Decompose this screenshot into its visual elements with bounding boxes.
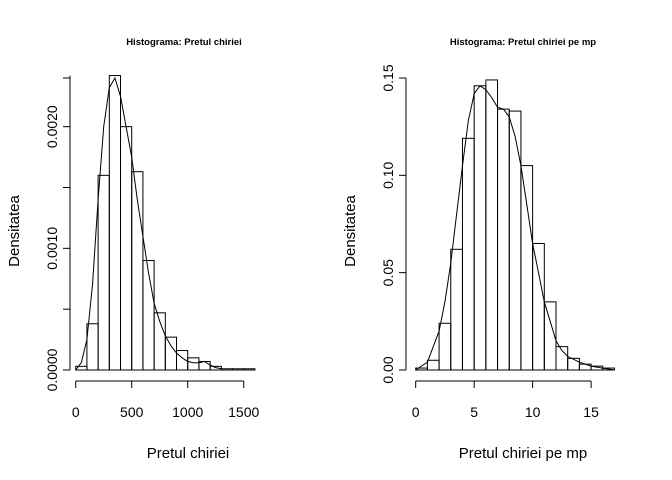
histogram-bar (187, 357, 200, 371)
histogram-bar (473, 85, 487, 371)
y-tick-label: 0.15 (380, 64, 396, 91)
histogram-bar (497, 108, 510, 371)
histogram-pretul-chiriei: Histograma: Pretul chiriei Pretul chirie… (6, 37, 260, 462)
histogram-bar (438, 322, 452, 371)
histogram-bar (567, 357, 580, 371)
x-axis-label: Pretul chiriei (147, 445, 230, 462)
histogram-bar (485, 79, 499, 371)
histogram-bar (164, 336, 178, 371)
y-tick-label: 0.0010 (44, 227, 60, 270)
x-tick-label: 0 (72, 404, 80, 420)
histogram-bar (108, 75, 122, 371)
histogram-pretul-chiriei-pe-mp: Histograma: Pretul chiriei pe mp Pretul … (342, 37, 615, 462)
histogram-bar (232, 368, 245, 371)
histogram-bar (461, 137, 475, 371)
histogram-bar (543, 301, 557, 371)
y-axis-label: Densitatea (342, 194, 359, 266)
histogram-bar (532, 242, 545, 371)
x-axis-label: Pretul chiriei pe mp (459, 445, 587, 462)
y-tick-label: 0.0000 (44, 348, 60, 391)
x-tick-label: 0 (412, 404, 420, 420)
histogram-bar (243, 368, 256, 371)
x-tick-label: 500 (120, 404, 144, 420)
histogram-bar (220, 368, 234, 371)
y-axis-label: Densitatea (6, 194, 23, 266)
chart-title: Histograma: Pretul chiriei pe mp (450, 37, 596, 48)
histogram-bar (97, 174, 110, 371)
histogram-bar (508, 110, 522, 371)
density-line (75, 76, 222, 371)
y-tick-label: 0.00 (380, 356, 396, 383)
x-tick-label: 10 (525, 404, 541, 420)
histogram-bar (120, 126, 133, 371)
histogram-bar (142, 260, 155, 371)
histogram-bar (209, 365, 222, 371)
x-tick-label: 1000 (172, 404, 203, 420)
y-tick-label: 0.10 (380, 161, 396, 188)
y-tick-label: 0.05 (380, 259, 396, 286)
chart-title: Histograma: Pretul chiriei (126, 37, 242, 48)
density-line (415, 85, 615, 371)
y-tick-label: 0.0020 (44, 105, 60, 148)
histogram-bar (450, 248, 463, 371)
histogram-bar (426, 359, 440, 371)
histogram-bar (520, 165, 534, 371)
histogram-bar (602, 367, 615, 371)
histogram-bar (86, 323, 99, 371)
x-tick-label: 15 (583, 404, 599, 420)
x-tick-label: 5 (470, 404, 478, 420)
x-tick-label: 1500 (228, 404, 259, 420)
